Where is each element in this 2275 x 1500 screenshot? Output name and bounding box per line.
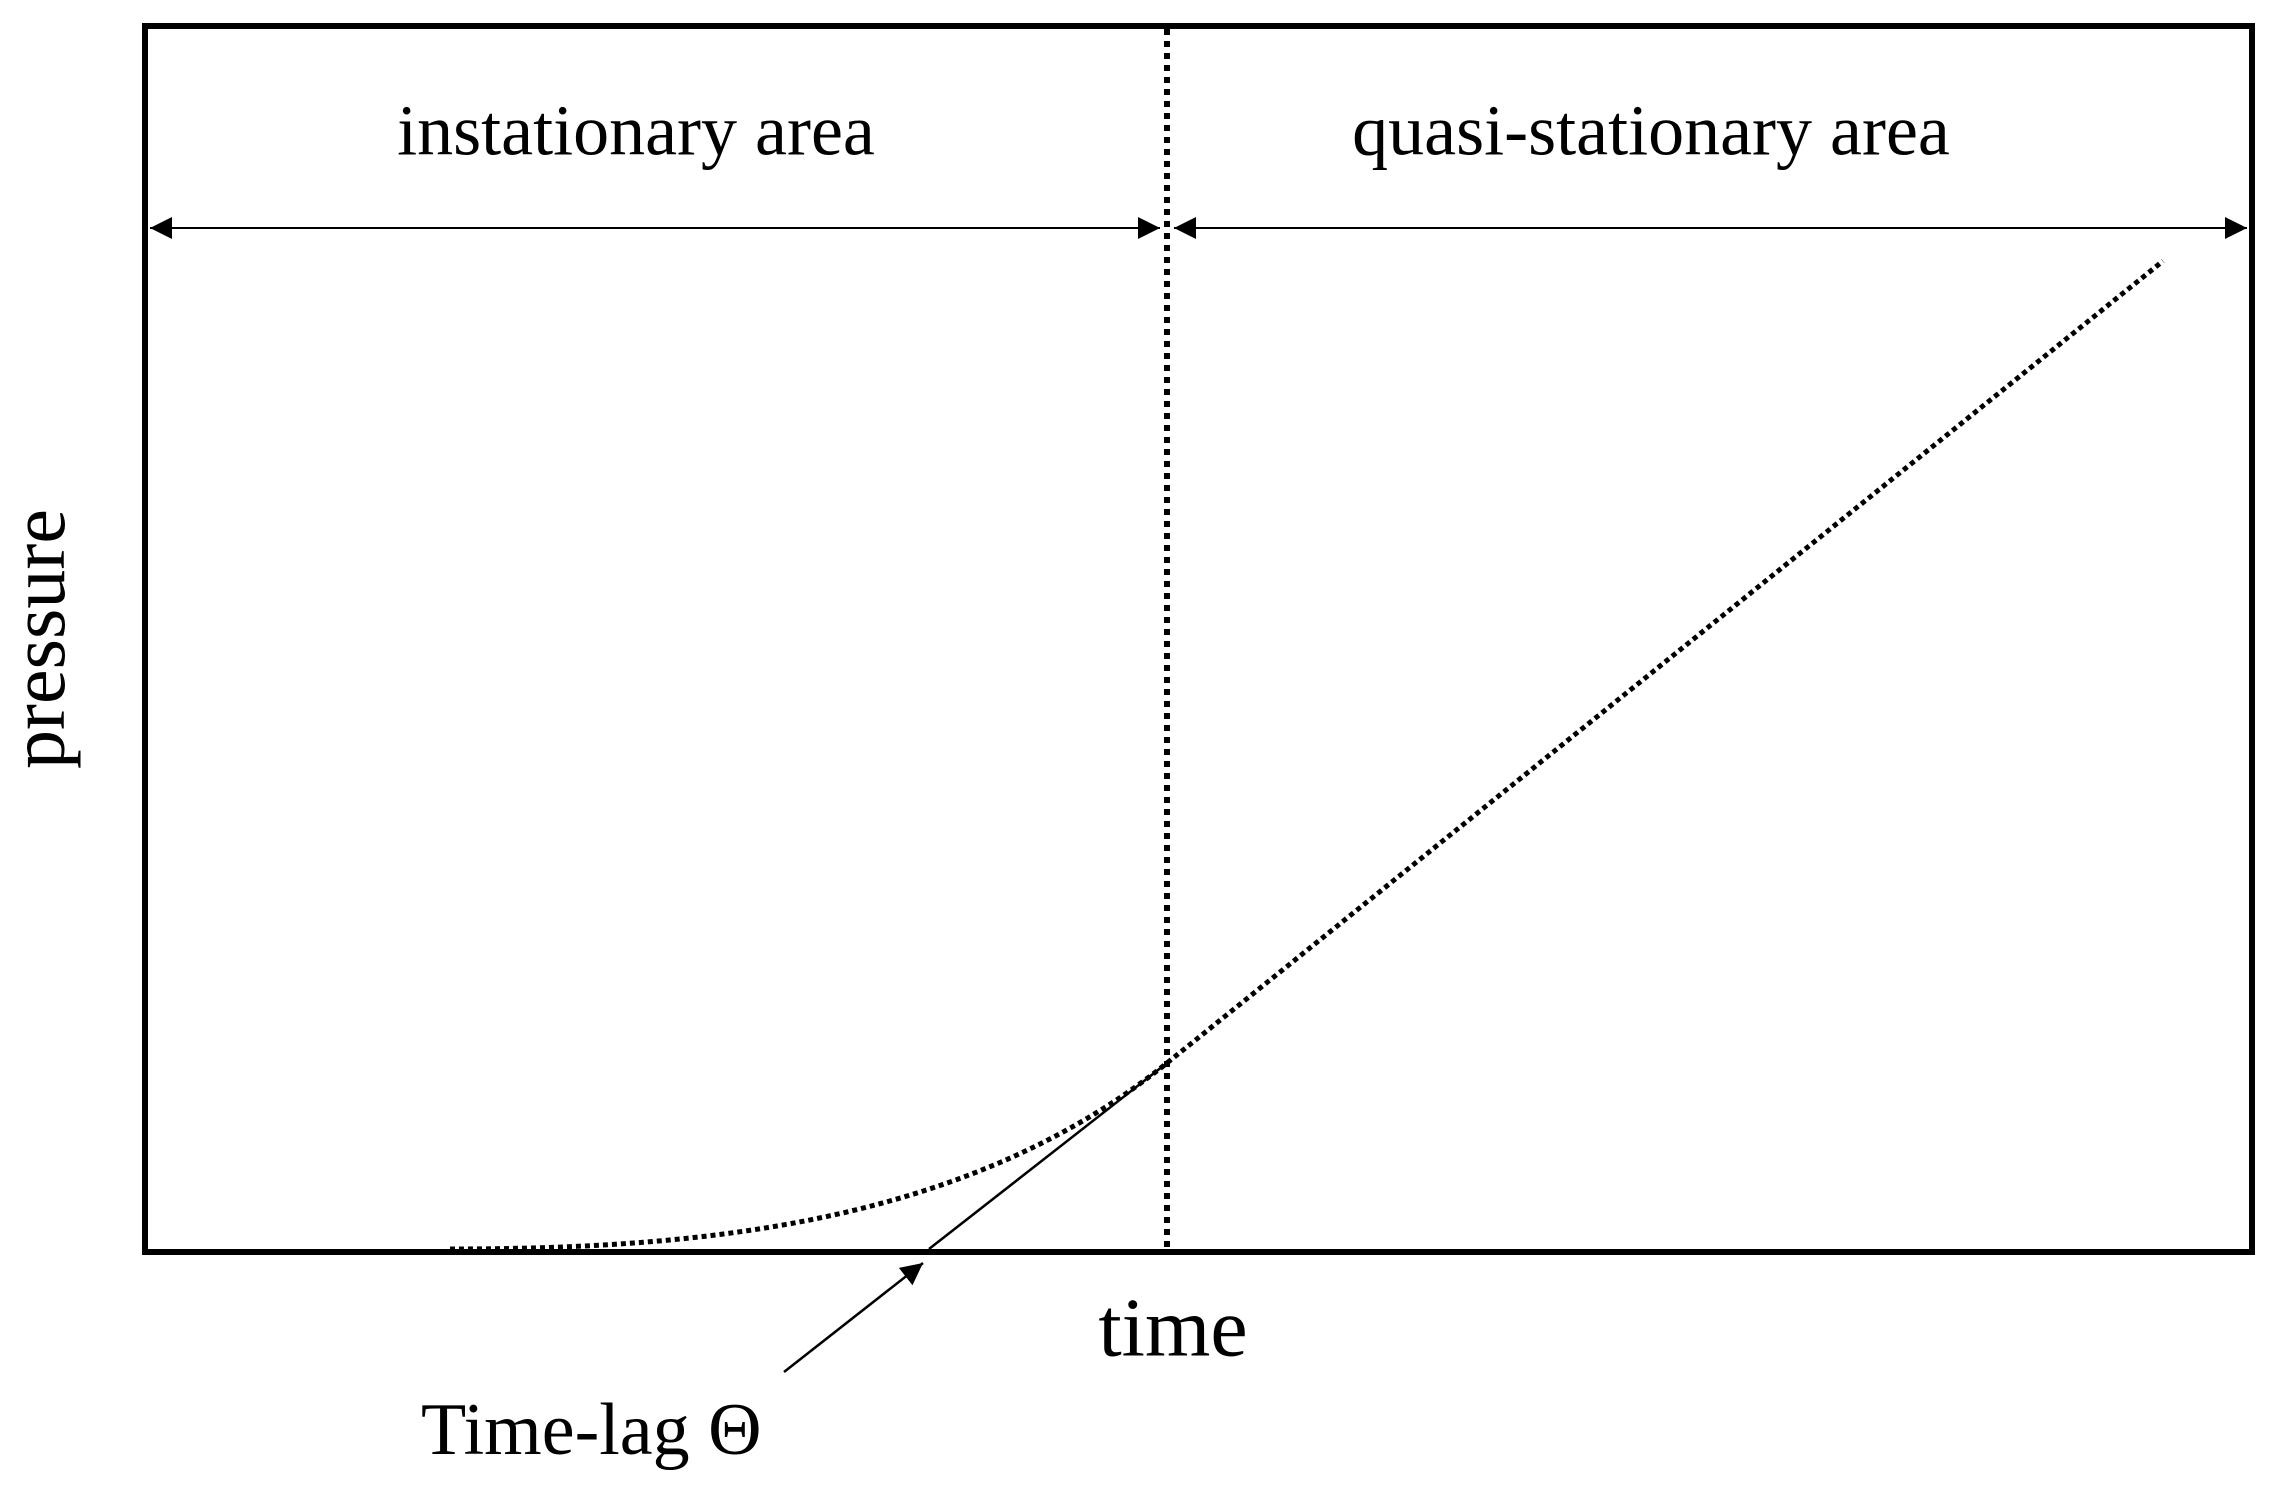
pressure-curve [449,259,2165,1252]
region-label: quasi-stationary area [1352,91,1950,171]
y-axis-label: pressure [0,509,81,769]
x-axis-label: time [1098,1281,1247,1374]
annotation-label: Time-lag Θ [421,1389,762,1471]
tangent-line [928,1062,1168,1250]
annotation-arrow [783,1262,924,1373]
plot-frame [142,23,2255,1255]
region-label: instationary area [397,91,875,171]
